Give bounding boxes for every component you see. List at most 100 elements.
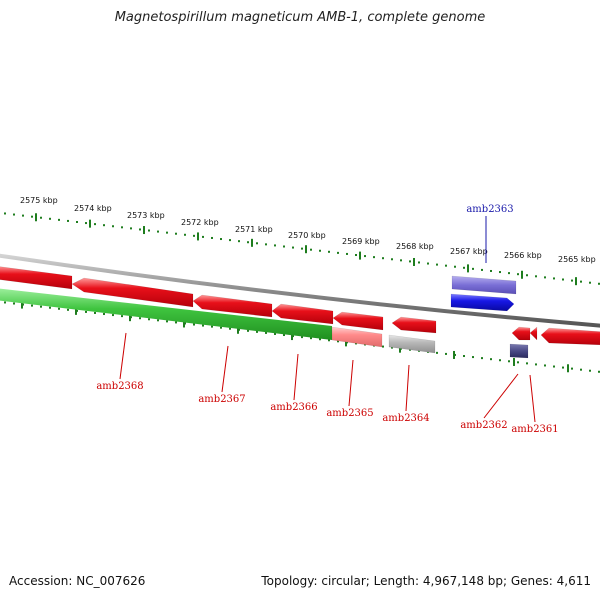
scale-dot [598,282,600,285]
scale-dot [364,255,366,258]
gene-feature[interactable] [511,326,531,341]
scale-dot [211,236,213,239]
scale-tick-major [89,219,91,228]
scale-dot [67,219,69,222]
genome-title: Magnetospirillum magneticum AMB-1, compl… [114,10,486,25]
scale-label: 2574 kbp [74,204,112,213]
scale-label: 2567 kbp [450,247,488,256]
scale-dot [283,334,285,337]
gene-label-amb2366[interactable]: amb2366 [270,402,317,413]
scale-dot [436,351,438,354]
gene-leader-line [348,359,354,407]
scale-tick-major [345,338,347,347]
scale-dot [481,268,483,271]
scale-tick-major [359,251,361,260]
scale-dot [598,370,600,373]
scale-tick-major [21,300,23,309]
gene-label-amb2368[interactable]: amb2368 [96,381,143,392]
scale-dot [328,250,330,253]
scale-dot [463,355,465,358]
scale-tick-major [513,357,515,366]
gene-label-amb2363[interactable]: amb2363 [466,204,513,215]
scale-dot [211,325,213,328]
accession-text: Accession: NC_007626 [9,574,146,588]
scale-dot [112,225,114,228]
scale-dot [391,258,393,261]
scale-dot [121,315,123,318]
gene-feature[interactable] [509,343,529,359]
scale-dot [490,358,492,361]
scale-dot [175,321,177,324]
scale-tick-major [251,238,253,247]
scale-label: 2570 kbp [288,231,326,240]
scale-dot [553,365,555,368]
scale-dot [508,360,510,363]
scale-tick-major [129,313,131,322]
gene-leader-line [483,373,519,419]
scale-label: 2572 kbp [181,218,219,227]
gene-label-amb2362[interactable]: amb2362 [460,420,507,431]
genome-summary-text: Topology: circular; Length: 4,967,148 bp… [261,574,591,588]
scale-label: 2569 kbp [342,237,380,246]
scale-dot [427,262,429,265]
scale-dot [49,306,51,309]
scale-dot [445,264,447,267]
scale-dot [139,228,141,231]
scale-dot [391,346,393,349]
gene-feature[interactable] [451,275,517,295]
scale-dot [337,340,339,343]
gene-feature[interactable] [192,294,273,318]
gene-feature[interactable] [540,327,600,346]
gene-feature[interactable] [388,334,436,354]
gene-feature[interactable] [331,326,383,348]
genome-backbone [0,253,600,328]
scale-tick-major [521,270,523,279]
gene-feature[interactable] [450,293,515,312]
scale-dot [382,257,384,260]
scale-dot [4,301,6,304]
gene-feature[interactable] [529,326,538,341]
scale-dot [202,235,204,238]
scale-dot [49,217,51,220]
scale-dot [130,227,132,230]
scale-dot [472,267,474,270]
gene-feature[interactable] [71,277,194,308]
gene-leader-line [405,364,410,412]
scale-dot [580,280,582,283]
scale-dot [274,244,276,247]
scale-dot [139,317,141,320]
scale-tick-major [567,364,569,373]
scale-dot [463,266,465,269]
gene-label-amb2364[interactable]: amb2364 [382,413,429,424]
scale-dot [103,224,105,227]
gene-feature[interactable] [332,311,384,331]
scale-dot [274,332,276,335]
scale-dot [589,369,591,372]
scale-label: 2568 kbp [396,242,434,251]
scale-dot [589,281,591,284]
scale-dot [121,226,123,229]
scale-dot [148,318,150,321]
gene-feature[interactable] [271,303,334,325]
scale-dot [355,254,357,257]
scale-label: 2573 kbp [127,211,165,220]
gene-label-amb2367[interactable]: amb2367 [198,394,245,405]
scale-dot [337,251,339,254]
gene-feature[interactable] [0,266,73,290]
scale-tick-major [575,277,577,286]
gene-label-amb2365[interactable]: amb2365 [326,408,373,419]
scale-dot [40,305,42,308]
scale-dot [301,336,303,339]
gene-feature[interactable] [391,316,437,334]
scale-dot [265,243,267,246]
scale-dot [319,338,321,341]
scale-dot [535,275,537,278]
scale-dot [355,342,357,345]
scale-dot [58,307,60,310]
scale-dot [499,359,501,362]
scale-dot [454,265,456,268]
gene-label-amb2361[interactable]: amb2361 [511,424,558,435]
scale-dot [553,277,555,280]
scale-dot [238,240,240,243]
scale-dot [562,366,564,369]
